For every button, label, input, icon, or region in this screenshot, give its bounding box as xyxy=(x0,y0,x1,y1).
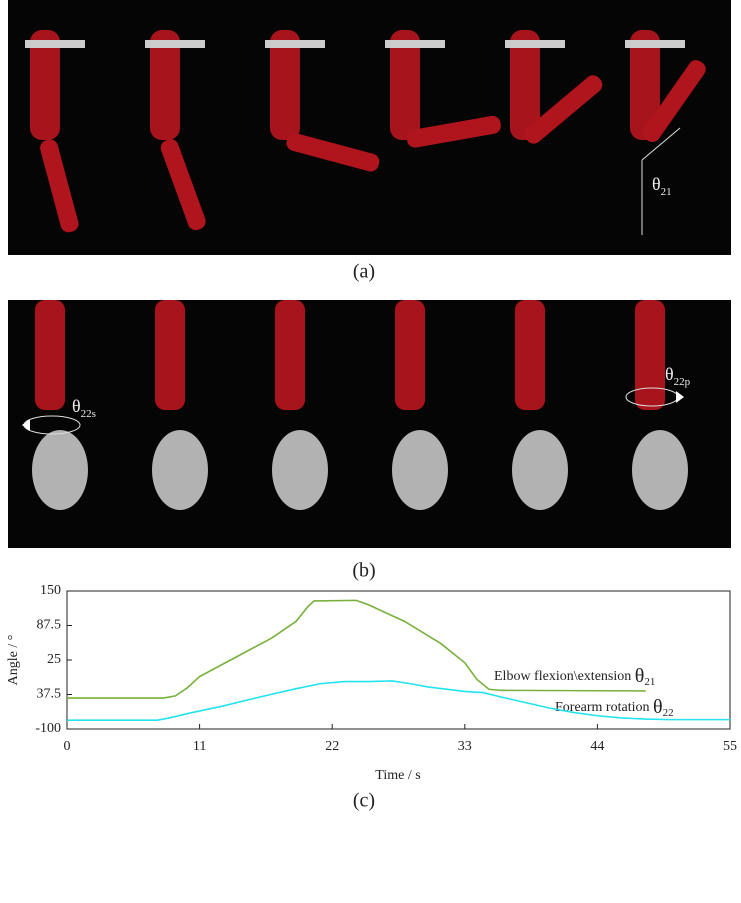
photo-panel-a xyxy=(8,0,731,255)
shoulder xyxy=(505,40,565,48)
upper-arm xyxy=(635,300,665,410)
legend-entry: Elbow flexion\extension θ21 xyxy=(494,665,655,688)
hand xyxy=(632,430,688,510)
shoulder xyxy=(385,40,445,48)
y-tick-label: 150 xyxy=(40,583,61,598)
shoulder xyxy=(265,40,325,48)
upper-arm xyxy=(155,300,185,410)
x-tick-label: 0 xyxy=(64,739,71,754)
shoulder xyxy=(145,40,205,48)
photo-panel-b xyxy=(8,300,731,548)
upper-arm xyxy=(275,300,305,410)
shoulder xyxy=(25,40,85,48)
y-tick-label: 87.5 xyxy=(37,618,62,633)
panel-label: (b) xyxy=(352,560,375,582)
panel-label: (a) xyxy=(353,261,375,283)
figure: θ21 θ22s θ22p (a) (b) (c) Time / s Angle… xyxy=(0,0,741,898)
hand xyxy=(512,430,568,510)
panel-label: (c) xyxy=(353,790,375,812)
y-tick-label: 25 xyxy=(47,652,61,667)
x-tick-label: 44 xyxy=(590,739,604,754)
hand xyxy=(272,430,328,510)
hand xyxy=(32,430,88,510)
shoulder xyxy=(625,40,685,48)
upper-arm xyxy=(395,300,425,410)
x-tick-label: 22 xyxy=(325,739,339,754)
y-tick-label: -100 xyxy=(35,721,61,736)
x-tick-label: 55 xyxy=(723,739,737,754)
y-axis-label: Angle / ° xyxy=(6,635,21,686)
y-tick-label: 37.5 xyxy=(37,687,62,702)
legend-entry: Forearm rotation θ22 xyxy=(555,696,674,719)
hand xyxy=(152,430,208,510)
x-axis-label: Time / s xyxy=(375,768,420,783)
x-tick-label: 11 xyxy=(193,739,206,754)
upper-arm xyxy=(35,300,65,410)
x-tick-label: 33 xyxy=(458,739,472,754)
upper-arm xyxy=(515,300,545,410)
hand xyxy=(392,430,448,510)
